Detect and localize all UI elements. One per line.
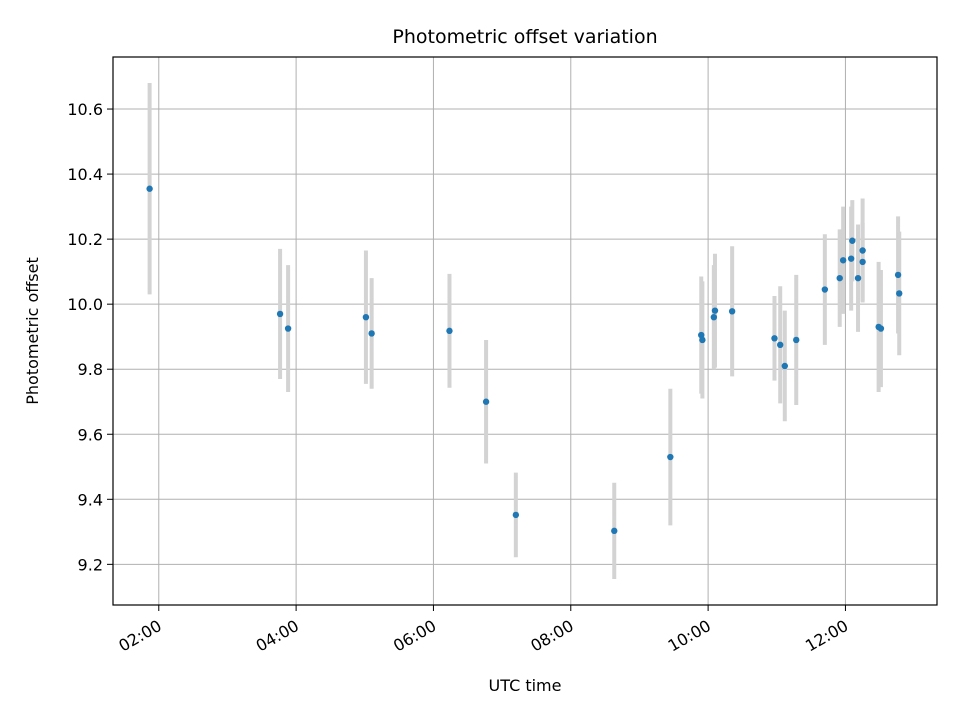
- data-point: [847, 255, 855, 262]
- data-point: [284, 325, 292, 332]
- y-tick-label: 9.8: [78, 360, 103, 379]
- data-point: [368, 330, 375, 337]
- plot-frame: [112, 56, 938, 606]
- y-tick-label: 9.4: [78, 490, 103, 509]
- data-point: [854, 274, 862, 282]
- data-point: [611, 527, 618, 535]
- y-tick-label: 9.2: [78, 555, 103, 574]
- data-point: [849, 237, 856, 244]
- data-point: [711, 307, 719, 314]
- y-axis-ticks: 9.2 9.4 9.6 9.8 10.0 10.2 10.4 10.6: [67, 100, 113, 574]
- y-tick-label: 10.6: [67, 100, 103, 119]
- data-point: [276, 310, 284, 318]
- data-point: [894, 271, 902, 279]
- data-point: [896, 290, 903, 297]
- data-point: [146, 185, 153, 192]
- data-points: [146, 185, 903, 535]
- data-point: [777, 341, 784, 349]
- data-point: [781, 362, 788, 370]
- data-point: [667, 453, 674, 461]
- data-point: [698, 331, 705, 339]
- data-point: [710, 313, 718, 321]
- data-point: [482, 398, 490, 405]
- data-point: [362, 313, 370, 321]
- chart-title: Photometric offset variation: [392, 26, 657, 48]
- y-tick-label: 10.2: [67, 230, 103, 249]
- y-tick-label: 9.6: [78, 425, 103, 444]
- y-axis-label: Photometric offset: [23, 257, 42, 405]
- data-point: [728, 308, 736, 315]
- data-point: [771, 335, 778, 342]
- y-tick-label: 10.4: [67, 165, 103, 184]
- y-tick-label: 10.0: [67, 295, 103, 314]
- data-point: [446, 327, 453, 335]
- data-point: [793, 336, 800, 344]
- data-point: [821, 286, 829, 293]
- x-axis-label: UTC time: [489, 676, 562, 695]
- data-point: [877, 325, 885, 332]
- data-point: [859, 247, 866, 254]
- data-point: [839, 257, 847, 264]
- grid: [113, 57, 937, 605]
- data-point: [836, 274, 843, 282]
- data-point: [859, 258, 866, 266]
- data-point: [512, 511, 520, 519]
- data-point: [699, 336, 706, 344]
